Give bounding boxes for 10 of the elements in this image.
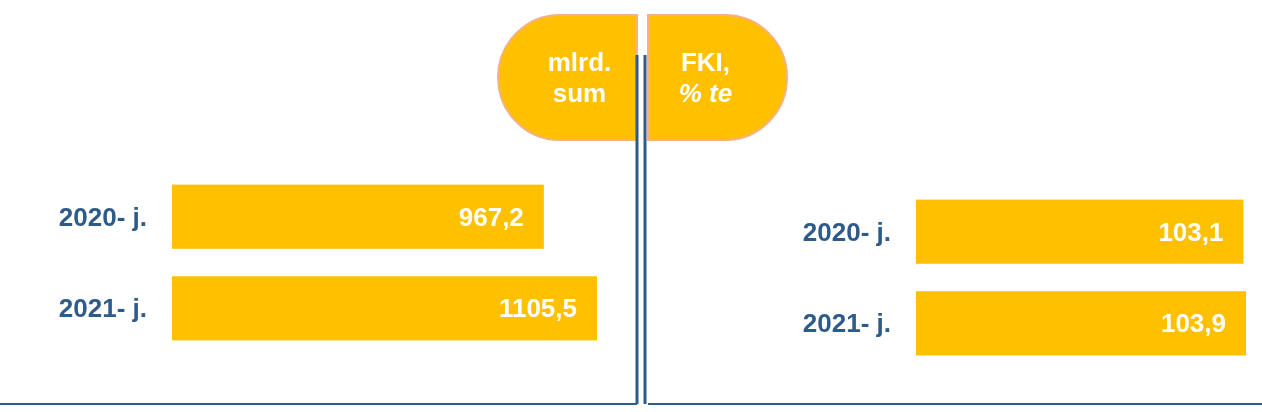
data-label: 103,9 (1160, 308, 1226, 339)
y-tick-label: 2020- j. (58, 201, 147, 232)
y-tick-label: 2021- j. (802, 308, 891, 339)
y-tick-label: 2021- j. (58, 293, 147, 324)
data-label: 103,1 (1158, 216, 1224, 247)
chart-title: mlrd. sum (547, 47, 612, 109)
data-label: 967,2 (458, 201, 524, 232)
y-tick-label: 2020- j. (802, 216, 891, 247)
text: FKI, % te (678, 47, 733, 109)
data-label: 1105,5 (498, 293, 577, 324)
